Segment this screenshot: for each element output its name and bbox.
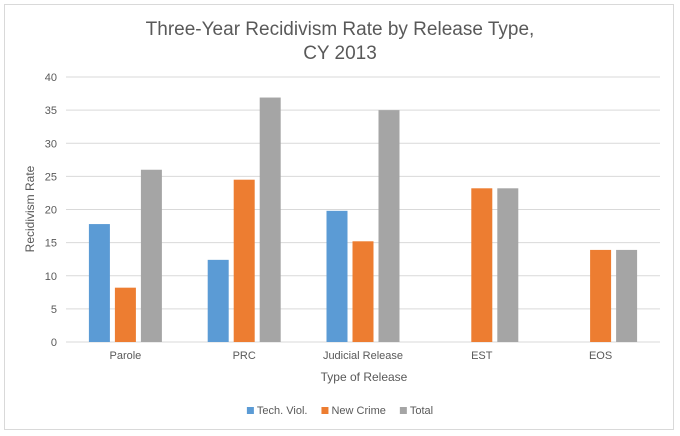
legend-swatch [321, 407, 329, 414]
chart-title-line2: CY 2013 [303, 43, 377, 64]
legend-swatch [399, 407, 407, 414]
x-tick-label: EOS [589, 350, 612, 362]
legend-label: New Crime [331, 405, 385, 417]
legend-label: Total [410, 405, 433, 417]
legend-swatch [246, 407, 254, 414]
x-tick-label: Judicial Release [323, 350, 403, 362]
y-tick-label: 20 [45, 205, 57, 217]
bar-new-crime-est [471, 188, 493, 342]
legend-label: Tech. Viol. [257, 405, 308, 417]
y-tick-label: 0 [51, 337, 57, 349]
bar-total-prc [259, 97, 281, 342]
bar-new-crime-prc [233, 179, 255, 342]
y-tick-label: 10 [45, 271, 57, 283]
bar-new-crime-parole [114, 287, 136, 342]
y-tick-label: 30 [45, 138, 57, 150]
bar-tech-viol-prc [207, 259, 229, 342]
bar-total-parole [140, 169, 162, 342]
x-axis-ticks: Parole PRC Judicial Release EST EOS [110, 350, 613, 362]
y-tick-label: 25 [45, 171, 57, 183]
bar-tech-viol-judicial-release [326, 210, 348, 342]
x-tick-label: PRC [233, 350, 256, 362]
bar-total-eos [616, 249, 638, 342]
x-tick-label: Parole [110, 350, 142, 362]
bars [88, 97, 638, 342]
y-axis-title: Recidivism Rate [23, 165, 37, 252]
bar-total-judicial-release [378, 110, 400, 342]
y-tick-label: 35 [45, 105, 57, 117]
y-tick-label: 15 [45, 238, 57, 250]
x-tick-label: EST [471, 350, 493, 362]
chart-title-line1: Three-Year Recidivism Rate by Release Ty… [145, 19, 535, 40]
legend: Tech. Viol. New Crime Total [246, 405, 433, 417]
y-axis-ticks: 0 5 10 15 20 25 30 35 40 [45, 72, 57, 349]
bar-total-est [497, 188, 519, 342]
bar-tech-viol-parole [88, 224, 110, 342]
bar-new-crime-judicial-release [352, 241, 374, 342]
bar-new-crime-eos [590, 249, 612, 342]
y-tick-label: 5 [51, 304, 57, 316]
x-axis-title: Type of Release [321, 370, 408, 384]
y-tick-label: 40 [45, 72, 57, 84]
